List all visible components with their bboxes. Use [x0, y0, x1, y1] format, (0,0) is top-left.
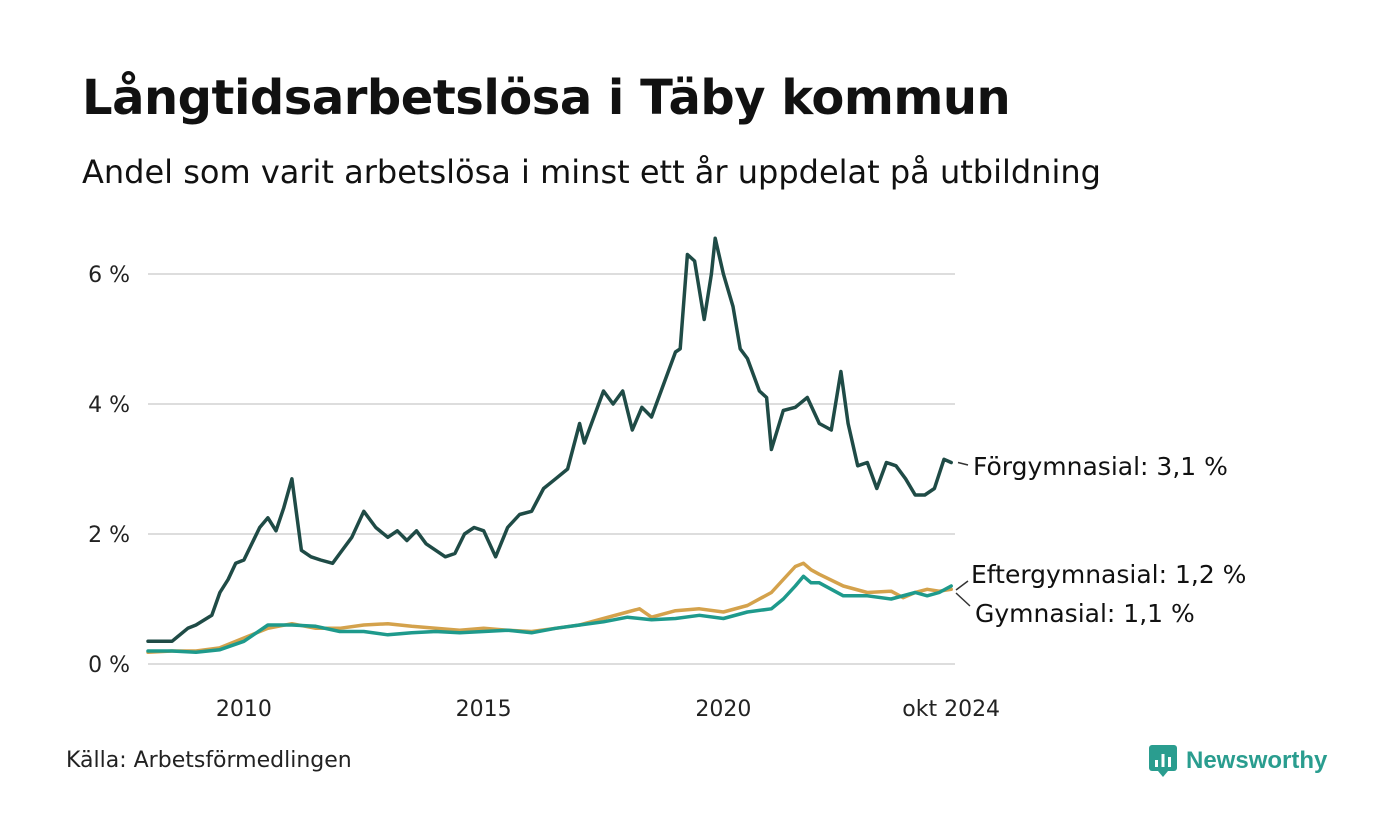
brand-logo[interactable]: Newsworthy — [1148, 744, 1327, 778]
series-end-label: Gymnasial: 1,1 % — [975, 599, 1195, 628]
series-line-förgymnasial — [146, 236, 953, 644]
series-line-eftergymnasial — [146, 561, 953, 655]
y-tick-label: 4 % — [88, 393, 130, 418]
x-tick-label: 2015 — [456, 697, 512, 722]
series-end-label: Förgymnasial: 3,1 % — [973, 452, 1228, 481]
newsworthy-logo-icon — [1149, 745, 1177, 777]
series-end-label: Eftergymnasial: 1,2 % — [971, 560, 1246, 589]
x-tick-label: 2020 — [695, 697, 751, 722]
chart-title: Långtidsarbetslösa i Täby kommun — [82, 70, 1011, 126]
series-layer — [146, 236, 953, 655]
grid-layer — [148, 273, 955, 665]
tick-layer: 0 % 2 % 4 % 6 % 2010 2015 2020 okt 2024 — [88, 263, 1000, 722]
y-tick-label: 2 % — [88, 523, 130, 548]
y-tick-label: 6 % — [88, 263, 130, 288]
y-tick-label: 0 % — [88, 653, 130, 678]
label-leader-line — [955, 580, 969, 591]
chart-subtitle: Andel som varit arbetslösa i minst ett å… — [82, 153, 1101, 191]
series-line-gymnasial — [146, 574, 953, 655]
label-layer: Förgymnasial: 3,1 % Eftergymnasial: 1,2 %… — [955, 452, 1246, 628]
label-leader-line — [955, 592, 971, 607]
label-leader-line — [957, 461, 969, 466]
x-tick-label: 2010 — [216, 697, 272, 722]
brand-name: Newsworthy — [1186, 747, 1328, 774]
source-note: Källa: Arbetsförmedlingen — [66, 748, 352, 773]
x-tick-label: okt 2024 — [902, 697, 1000, 722]
